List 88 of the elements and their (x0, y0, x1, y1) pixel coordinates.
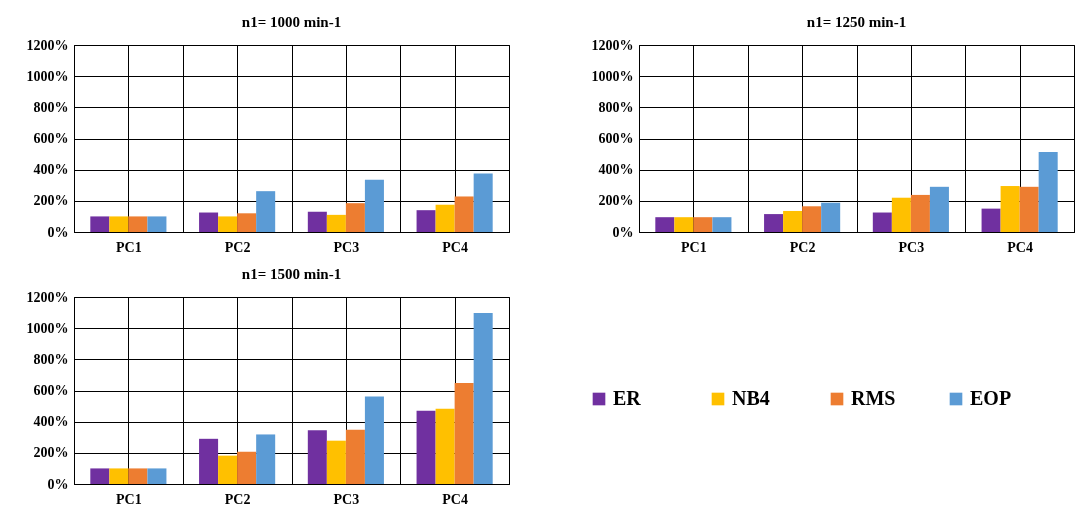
bar (929, 186, 949, 232)
bar (345, 203, 365, 232)
x-tick-label: PC4 (442, 239, 468, 255)
chart-title: n1= 1250 min-1 (806, 14, 907, 30)
bar (435, 408, 455, 484)
x-tick-label: PC4 (442, 491, 468, 506)
bar (218, 455, 238, 484)
bar (307, 211, 327, 232)
bar (712, 217, 732, 232)
bar (256, 434, 276, 484)
y-tick-label: 1000% (26, 68, 69, 84)
bar (693, 217, 713, 232)
x-tick-label: PC2 (224, 491, 251, 506)
bar (147, 216, 167, 232)
y-tick-label: 200% (33, 193, 69, 209)
y-tick-label: 1200% (591, 37, 634, 53)
y-tick-label: 600% (33, 383, 69, 398)
bar (910, 194, 930, 232)
bar (364, 396, 384, 484)
bar (326, 440, 346, 484)
y-tick-label: 800% (598, 99, 634, 115)
bar (237, 213, 257, 232)
x-tick-label: PC2 (789, 239, 816, 255)
bar (1019, 186, 1039, 232)
y-tick-label: 1200% (26, 37, 69, 53)
bar (821, 202, 841, 232)
y-tick-label: 1000% (26, 320, 69, 336)
bar (473, 312, 493, 484)
bar (435, 204, 455, 232)
chart-title: n1= 1000 min-1 (241, 14, 342, 30)
bar (307, 430, 327, 484)
bar (674, 217, 694, 232)
x-tick-label: PC1 (116, 491, 142, 506)
y-tick-label: 1200% (26, 289, 69, 305)
bar (783, 210, 803, 232)
bar (90, 468, 110, 484)
y-tick-label: 400% (33, 162, 69, 178)
legend-label: RMS (851, 387, 896, 409)
y-tick-label: 800% (33, 99, 69, 115)
bar (416, 210, 436, 232)
y-tick-label: 1000% (591, 68, 634, 84)
bar (891, 197, 911, 232)
bar (364, 179, 384, 232)
bar (473, 173, 493, 232)
y-tick-label: 600% (33, 131, 69, 146)
bar (109, 468, 129, 484)
y-tick-label: 0% (47, 476, 69, 492)
bar (345, 429, 365, 484)
bar (128, 468, 148, 484)
chart-title: n1= 1500 min-1 (241, 266, 342, 282)
x-tick-label: PC4 (1007, 239, 1033, 255)
bar (326, 214, 346, 232)
legend-label: EOP (970, 387, 1012, 409)
bar (128, 216, 148, 232)
bar (199, 438, 219, 484)
bar (454, 383, 474, 484)
legend-label: NB4 (732, 387, 770, 409)
x-tick-label: PC3 (898, 239, 925, 255)
x-tick-label: PC3 (333, 239, 360, 255)
y-tick-label: 0% (612, 224, 634, 240)
bar (256, 191, 276, 232)
y-tick-label: 200% (33, 445, 69, 461)
y-tick-label: 400% (598, 162, 634, 178)
x-tick-label: PC1 (116, 239, 142, 255)
bar (237, 451, 257, 484)
bar (802, 206, 822, 232)
x-tick-label: PC1 (681, 239, 707, 255)
y-tick-label: 400% (33, 414, 69, 430)
x-tick-label: PC2 (224, 239, 251, 255)
bar (1038, 152, 1058, 232)
bar (454, 196, 474, 232)
bar (764, 214, 784, 232)
bar (218, 216, 238, 232)
legend-label: ER (613, 387, 642, 409)
bar (655, 217, 675, 232)
bar (1000, 186, 1020, 232)
y-tick-label: 0% (47, 224, 69, 240)
bar (199, 212, 219, 232)
bar (109, 216, 129, 232)
y-tick-label: 200% (598, 193, 634, 209)
bar (872, 212, 892, 232)
bar (147, 468, 167, 484)
bar (90, 216, 110, 232)
bar (981, 208, 1001, 232)
y-tick-label: 600% (598, 131, 634, 146)
y-tick-label: 800% (33, 351, 69, 367)
bar (416, 410, 436, 484)
x-tick-label: PC3 (333, 491, 360, 506)
